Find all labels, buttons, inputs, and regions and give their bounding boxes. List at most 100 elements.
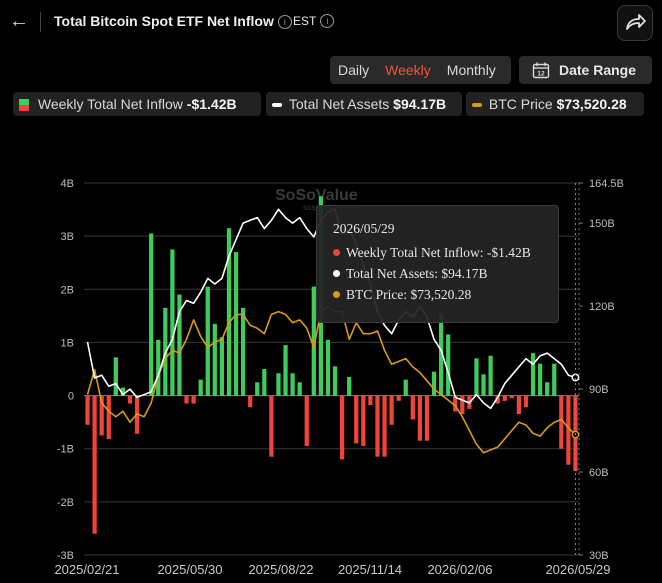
inflow-bar <box>283 345 288 396</box>
inflow-bar <box>106 395 111 440</box>
inflow-dot-icon <box>333 249 340 256</box>
inflow-bar <box>205 286 210 396</box>
date-range-button[interactable]: 12 Date Range <box>519 56 652 84</box>
inflow-bar <box>248 395 253 408</box>
left-axis-tick: 0 <box>68 391 74 403</box>
inflow-bar <box>410 395 415 420</box>
right-axis-tick: 120B <box>589 301 615 313</box>
inflow-bar <box>361 395 366 447</box>
right-axis-tick: 90B <box>589 384 609 396</box>
inflow-bar <box>184 395 189 404</box>
btc-dot-icon <box>333 291 340 298</box>
inflow-bar <box>255 382 260 396</box>
inflow-bar <box>99 395 104 436</box>
period-daily-tab[interactable]: Daily <box>338 62 370 78</box>
tooltip-btc: BTC Price: $73,520.28 <box>333 287 471 303</box>
inflow-swatch-icon <box>19 99 29 112</box>
inflow-bar <box>530 353 536 396</box>
inflow-bar <box>269 395 274 457</box>
period-selector: Daily Weekly Monthly <box>330 56 511 84</box>
inflow-bar <box>233 252 239 396</box>
inflow-bar <box>389 395 394 425</box>
inflow-bar <box>382 395 387 457</box>
info-icon[interactable]: i <box>277 15 292 29</box>
left-axis-tick: 3B <box>61 231 74 243</box>
inflow-bar <box>177 294 182 396</box>
chart-tooltip: 2026/05/29 Weekly Total Net Inflow: -$1.… <box>316 205 559 323</box>
inflow-bar <box>431 371 437 396</box>
svg-text:12: 12 <box>537 71 545 78</box>
inflow-bar <box>368 395 373 406</box>
inflow-bar <box>481 374 486 396</box>
inflow-bar <box>559 395 564 449</box>
timezone-info-icon[interactable]: i <box>320 14 335 28</box>
inflow-bar <box>290 373 295 396</box>
left-axis-tick: -3B <box>57 550 74 562</box>
inflow-bar <box>396 395 401 401</box>
inflow-bar <box>516 395 522 415</box>
inflow-bar <box>240 307 246 396</box>
inflow-bar <box>509 395 514 399</box>
right-axis-tick: 30B <box>589 550 609 562</box>
btc-price-line <box>86 305 577 454</box>
inflow-bar <box>311 286 316 396</box>
period-monthly-tab[interactable]: Monthly <box>446 62 496 78</box>
date-range-label: Date Range <box>559 62 637 78</box>
inflow-bar <box>495 395 500 404</box>
inflow-bar <box>262 369 267 396</box>
x-axis-tick: 2025/02/21 <box>54 562 119 577</box>
inflow-bar <box>523 395 529 408</box>
legend-assets-label: Total Net Assets <box>288 96 390 112</box>
legend-btc-label: BTC Price <box>488 96 553 112</box>
inflow-bar <box>460 395 465 415</box>
inflow-bar <box>424 395 430 441</box>
back-arrow-icon[interactable]: ← <box>9 10 29 32</box>
inflow-bar <box>325 339 331 396</box>
inflow-bar <box>191 395 196 404</box>
inflow-bar <box>304 395 309 447</box>
inflow-bar <box>276 373 281 396</box>
inflow-bar <box>354 395 359 444</box>
inflow-bar <box>417 395 423 441</box>
legend-btc-value: $73,520.28 <box>556 96 627 112</box>
inflow-bar <box>438 313 444 396</box>
inflow-bar <box>332 366 338 396</box>
legend-inflow-value: -$1.42B <box>186 96 237 112</box>
inflow-bar <box>552 363 557 396</box>
left-axis-tick: -1B <box>57 444 74 456</box>
inflow-bar <box>156 339 161 396</box>
share-icon <box>626 14 646 30</box>
inflow-bar <box>502 395 507 401</box>
left-axis-tick: -2B <box>57 497 74 509</box>
inflow-bar <box>170 249 175 396</box>
share-button[interactable] <box>617 5 653 41</box>
x-axis-tick: 2025/11/14 <box>338 562 402 577</box>
page-title: Total Bitcoin Spot ETF Net Inflow i <box>54 13 292 29</box>
inflow-bar <box>488 355 493 396</box>
inflow-bar <box>474 358 479 396</box>
inflow-bar <box>566 395 571 465</box>
header-divider <box>40 12 41 32</box>
right-axis-tick: 150B <box>589 218 615 230</box>
inflow-bar <box>537 363 543 396</box>
tooltip-inflow: Weekly Total Net Inflow: -$1.42B <box>333 245 531 261</box>
legend-inflow[interactable]: Weekly Total Net Inflow -$1.42B <box>13 92 261 116</box>
inflow-bar <box>297 382 302 396</box>
inflow-bar <box>226 228 232 396</box>
inflow-bar <box>212 323 217 396</box>
legend-btc[interactable]: BTC Price $73,520.28 <box>466 92 644 116</box>
inflow-bar <box>446 334 451 396</box>
right-axis-tick: 164.5B <box>589 178 624 190</box>
inflow-bar <box>339 395 345 460</box>
inflow-bar <box>120 387 126 396</box>
inflow-bar <box>92 395 97 534</box>
period-weekly-tab[interactable]: Weekly <box>385 62 431 78</box>
left-axis-tick: 2B <box>61 284 74 296</box>
inflow-bar <box>219 337 225 396</box>
inflow-bar <box>127 395 133 404</box>
x-axis-tick: 2026/05/29 <box>545 562 610 577</box>
tooltip-assets: Total Net Assets: $94.17B <box>333 266 488 282</box>
tooltip-date: 2026/05/29 <box>333 221 395 236</box>
assets-dot-icon <box>333 270 340 277</box>
legend-assets[interactable]: Total Net Assets $94.17B <box>266 92 462 116</box>
